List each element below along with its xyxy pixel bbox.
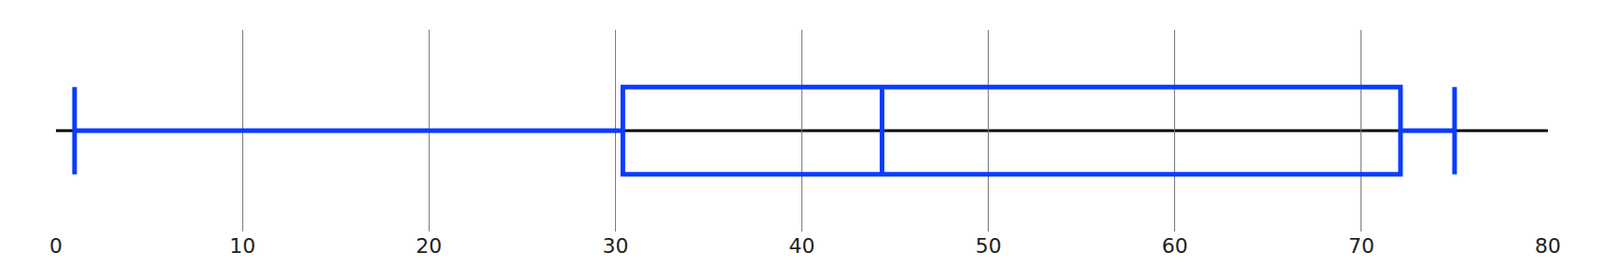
svg-text:10: 10	[229, 233, 256, 258]
svg-text:0: 0	[49, 233, 63, 258]
svg-text:50: 50	[975, 233, 1002, 258]
svg-text:70: 70	[1348, 233, 1375, 258]
svg-text:20: 20	[415, 233, 442, 258]
svg-text:60: 60	[1162, 233, 1189, 258]
svg-text:80: 80	[1534, 233, 1561, 258]
svg-text:40: 40	[789, 233, 816, 258]
svg-text:30: 30	[601, 233, 629, 258]
